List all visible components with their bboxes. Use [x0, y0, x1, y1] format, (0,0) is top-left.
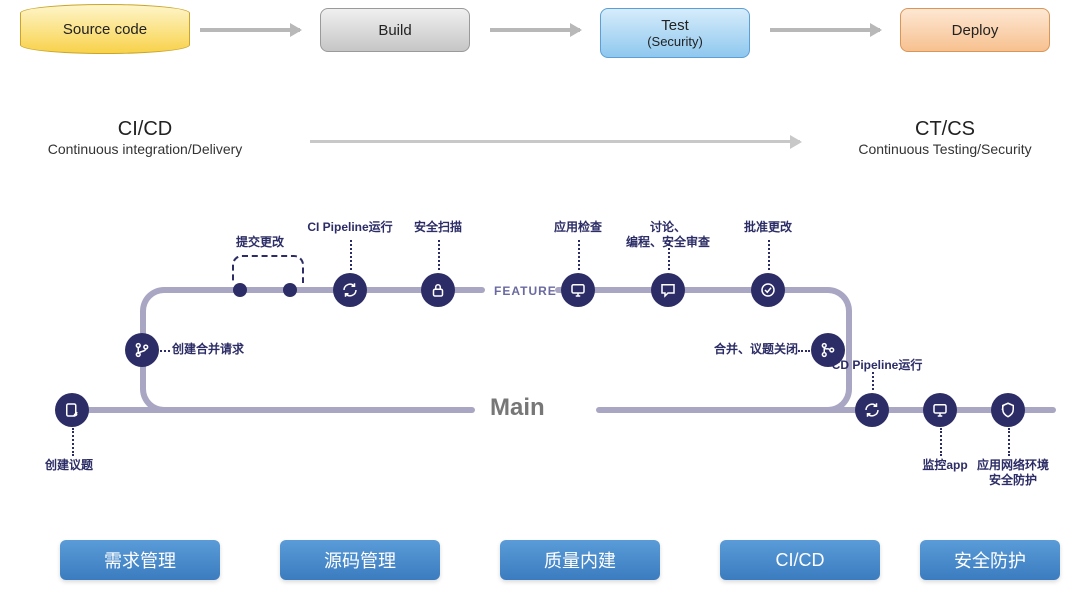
node-label-approve: 批准更改 — [718, 220, 818, 235]
connector-dash — [438, 240, 440, 270]
stage-arrow — [770, 28, 880, 32]
node-label-sec-protect: 应用网络环境 安全防护 — [958, 458, 1068, 488]
node-label-cd-pipeline: CD Pipeline运行 — [822, 358, 932, 373]
main-branch-label: Main — [490, 394, 545, 422]
stage-arrow — [490, 28, 580, 32]
category-质量内建: 质量内建 — [500, 540, 660, 580]
header-left-title: CI/CD — [10, 118, 280, 141]
connector-dash — [668, 240, 670, 270]
connector-dash — [350, 240, 352, 270]
commit-dot — [283, 283, 297, 297]
stage-test: Test(Security) — [600, 8, 750, 58]
node-sec-scan — [421, 273, 455, 307]
connector-dash — [1008, 428, 1010, 456]
node-approve — [751, 273, 785, 307]
node-label-commit: 提交更改 — [220, 235, 300, 250]
node-label-create-issue: 创建议题 — [14, 458, 124, 473]
connector-dash — [160, 350, 170, 352]
category-源码管理: 源码管理 — [280, 540, 440, 580]
node-cd-pipeline — [855, 393, 889, 427]
node-label-create-mr: 创建合并请求 — [172, 342, 244, 357]
node-label-merge-close: 合并、议题关闭 — [688, 342, 798, 357]
connector-dash — [940, 428, 942, 456]
commit-bracket — [232, 255, 304, 283]
stage-deploy: Deploy — [900, 8, 1050, 52]
category-安全防护: 安全防护 — [920, 540, 1060, 580]
category-CI/CD: CI/CD — [720, 540, 880, 580]
node-discuss — [651, 273, 685, 307]
connector-dash — [72, 428, 74, 456]
stage-arrow — [200, 28, 300, 32]
header-left: CI/CD Continuous integration/Delivery — [10, 118, 280, 157]
connector-dash — [798, 350, 810, 352]
connector-dash — [872, 372, 874, 390]
node-create-mr — [125, 333, 159, 367]
main-track — [55, 407, 475, 413]
feature-branch-label: FEATURE — [494, 284, 557, 298]
node-ci-pipeline — [333, 273, 367, 307]
stage-build: Build — [320, 8, 470, 52]
commit-dot — [233, 283, 247, 297]
node-label-app-check: 应用检查 — [528, 220, 628, 235]
node-label-ci-pipeline: CI Pipeline运行 — [300, 220, 400, 235]
stage-source: Source code — [20, 4, 190, 54]
header-right-title: CT/CS — [820, 118, 1070, 141]
node-sec-protect — [991, 393, 1025, 427]
node-app-check — [561, 273, 595, 307]
header-left-sub: Continuous integration/Delivery — [10, 141, 280, 157]
connector-dash — [768, 240, 770, 270]
header-right: CT/CS Continuous Testing/Security — [820, 118, 1070, 157]
node-label-sec-scan: 安全扫描 — [388, 220, 488, 235]
node-create-issue — [55, 393, 89, 427]
connector-dash — [578, 240, 580, 270]
header-right-sub: Continuous Testing/Security — [820, 141, 1070, 157]
node-monitor — [923, 393, 957, 427]
long-arrow — [310, 140, 800, 143]
git-flow-diagram: Main FEATURE 创建议题 创建合并请求 提交更改CI Pipeline运行… — [0, 190, 1080, 510]
category-需求管理: 需求管理 — [60, 540, 220, 580]
